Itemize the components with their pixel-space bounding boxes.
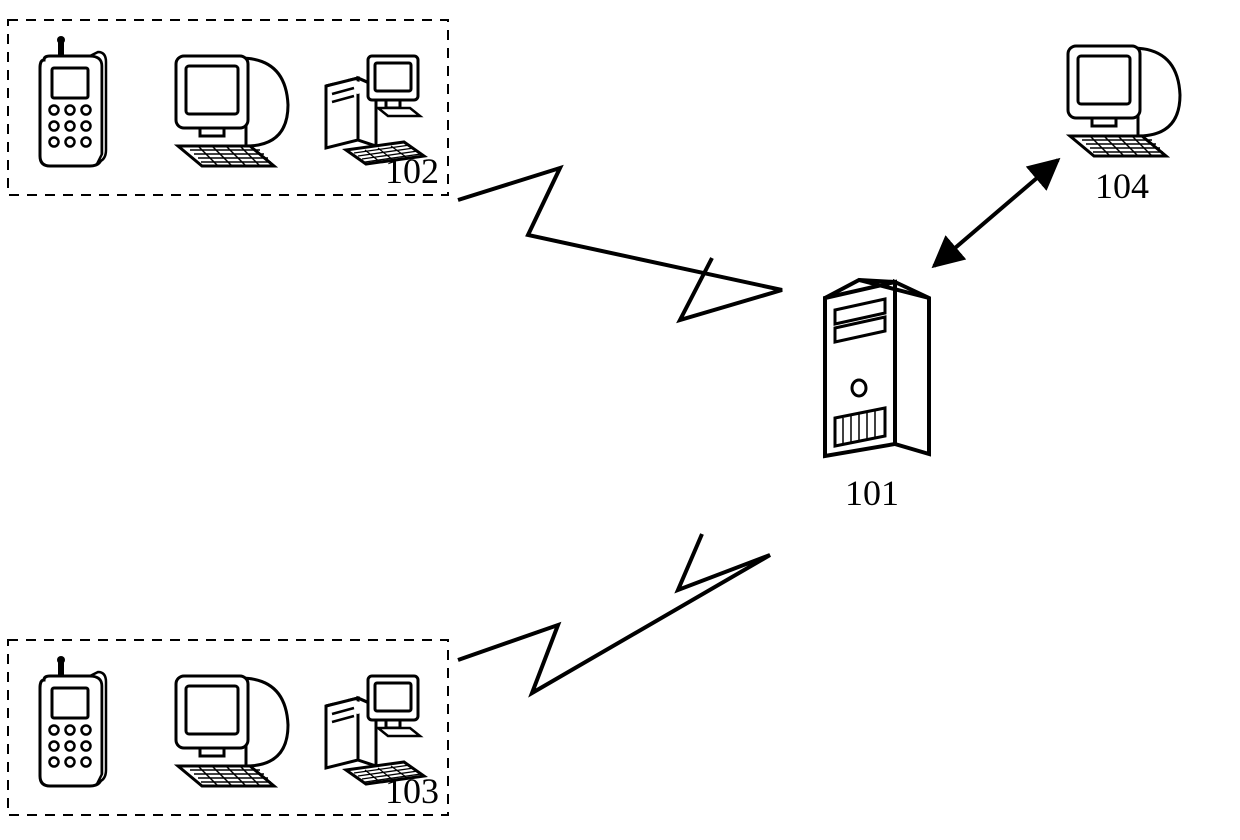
wireless-link-icon [458,168,782,320]
wireless-link-icon [458,534,770,693]
label-103: 103 [385,770,439,812]
label-104: 104 [1095,165,1149,207]
crt-computer-icon [176,676,288,786]
phone-icon [40,36,106,166]
bidirectional-arrow [934,160,1058,266]
server-icon [825,280,929,456]
diagram-canvas [0,0,1240,840]
label-102: 102 [385,150,439,192]
label-101: 101 [845,472,899,514]
phone-icon [40,656,106,786]
crt-computer-icon [176,56,288,166]
crt-computer-icon [1068,46,1180,156]
desktop-computer-icon [326,676,424,784]
desktop-computer-icon [326,56,424,164]
